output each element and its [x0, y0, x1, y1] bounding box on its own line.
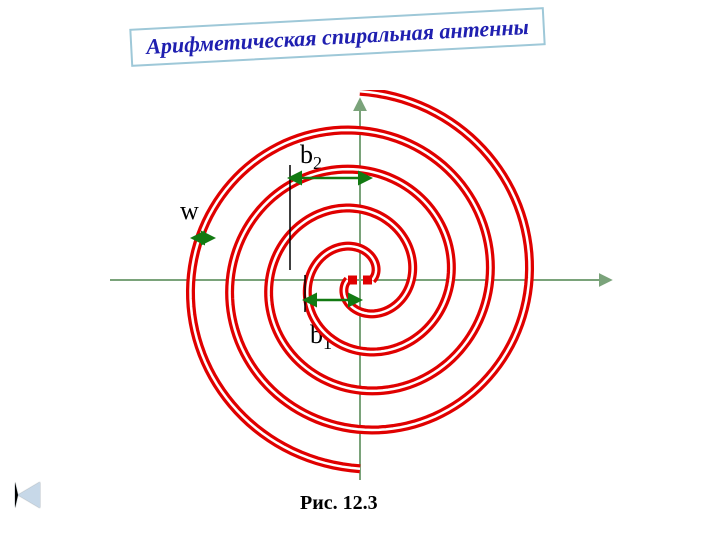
- spiral-diagram: [100, 90, 620, 490]
- diagram-title: Арифметическая спиральная антенны: [129, 7, 545, 67]
- nav-back-arrow[interactable]: [15, 482, 40, 508]
- figure-caption: Рис. 12.3: [300, 492, 378, 515]
